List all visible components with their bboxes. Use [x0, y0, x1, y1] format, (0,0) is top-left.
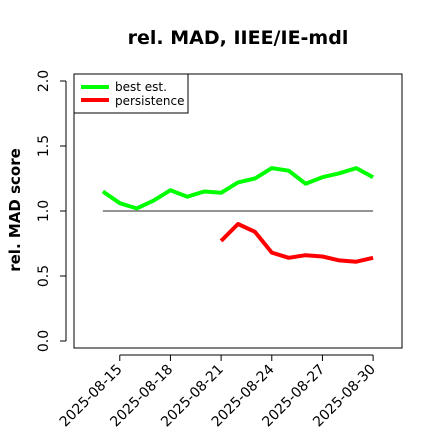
- y-tick-label: 1.0: [36, 200, 52, 222]
- series-line-best-est: [101, 166, 375, 211]
- y-axis-label: rel. MAD score: [6, 148, 24, 272]
- chart-title: rel. MAD, IIEE/IE-mdl: [128, 27, 349, 49]
- y-tick-label: 0.0: [36, 330, 52, 352]
- y-tick-label: 2.0: [36, 70, 52, 92]
- y-tick-label: 0.5: [36, 265, 52, 287]
- legend-label-persistence: persistence: [115, 94, 184, 108]
- legend-label-best-est: best est.: [115, 80, 167, 94]
- legend-box: [73, 73, 189, 114]
- legend: best est. persistence: [73, 73, 189, 114]
- y-tick-label: 1.5: [36, 135, 52, 157]
- series-line-persistence: [219, 222, 374, 264]
- plot-frame: [73, 73, 403, 349]
